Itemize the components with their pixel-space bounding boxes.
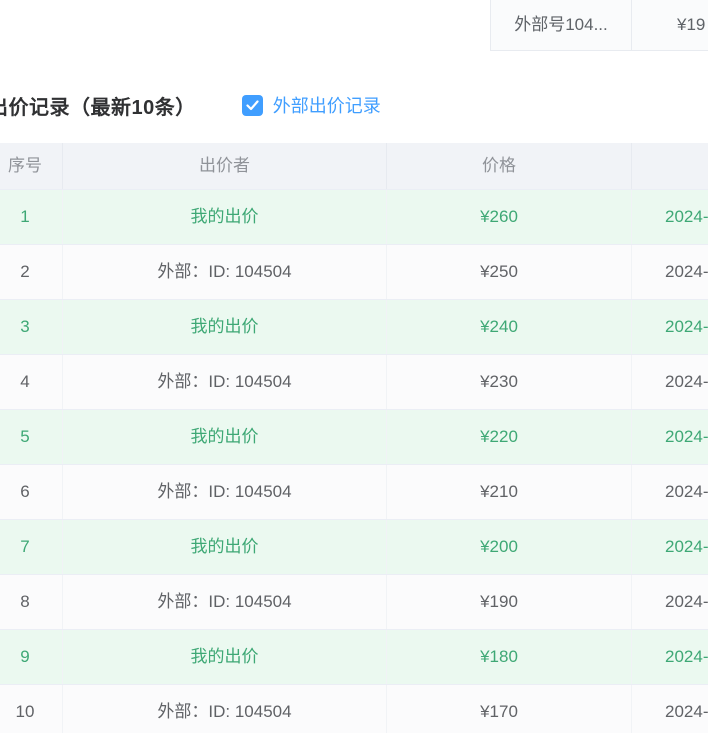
cell-price: ¥180 (387, 630, 632, 684)
current-bid-price-cell: ¥19 (677, 15, 706, 34)
cell-time: 2024- (665, 372, 708, 391)
cell-index: 7 (0, 520, 63, 574)
bid-records-table: 序号 出价者 价格 1 我的出价 ¥260 2024- 2 外部：ID: 104… (0, 143, 708, 733)
cell-price: ¥220 (387, 410, 632, 464)
cell-time: 2024- (665, 647, 708, 666)
cell-index: 2 (0, 245, 63, 299)
table-body: 1 我的出价 ¥260 2024- 2 外部：ID: 104504 ¥250 2… (0, 190, 708, 733)
cell-time: 2024- (665, 427, 708, 446)
cell-price: ¥190 (387, 575, 632, 629)
table-row[interactable]: 6 外部：ID: 104504 ¥210 2024- (0, 465, 708, 520)
cell-index: 8 (0, 575, 63, 629)
cell-time: 2024- (665, 262, 708, 281)
cell-bidder: 我的出价 (63, 190, 387, 244)
cell-price: ¥200 (387, 520, 632, 574)
cell-time: 2024- (665, 317, 708, 336)
cell-index: 1 (0, 190, 63, 244)
cell-index: 6 (0, 465, 63, 519)
cell-index: 10 (0, 685, 63, 733)
cell-index: 3 (0, 300, 63, 354)
table-row[interactable]: 5 我的出价 ¥220 2024- (0, 410, 708, 465)
cell-time: 2024- (665, 592, 708, 611)
cell-time: 2024- (665, 537, 708, 556)
cell-price: ¥250 (387, 245, 632, 299)
checkmark-icon (246, 99, 259, 111)
cell-price: ¥170 (387, 685, 632, 733)
section-title: 出价记录（最新10条） (0, 96, 196, 119)
cell-index: 5 (0, 410, 63, 464)
cell-time: 2024- (665, 482, 708, 501)
cell-index: 9 (0, 630, 63, 684)
current-bid-bidder-cell: 外部号104... (490, 0, 632, 50)
table-row[interactable]: 7 我的出价 ¥200 2024- (0, 520, 708, 575)
table-row[interactable]: 1 我的出价 ¥260 2024- (0, 190, 708, 245)
cell-price: ¥240 (387, 300, 632, 354)
cell-time: 2024- (665, 702, 708, 721)
external-bids-checkbox-label[interactable]: 外部出价记录 (272, 96, 381, 116)
cell-price: ¥260 (387, 190, 632, 244)
cell-index: 4 (0, 355, 63, 409)
cell-bidder: 外部：ID: 104504 (63, 575, 387, 629)
table-row[interactable]: 9 我的出价 ¥180 2024- (0, 630, 708, 685)
column-header-price: 价格 (387, 143, 632, 189)
table-row[interactable]: 8 外部：ID: 104504 ¥190 2024- (0, 575, 708, 630)
cell-price: ¥210 (387, 465, 632, 519)
cell-bidder: 外部：ID: 104504 (63, 465, 387, 519)
table-header-row: 序号 出价者 价格 (0, 143, 708, 190)
cell-bidder: 我的出价 (63, 300, 387, 354)
section-header: 出价记录（最新10条） 外部出价记录 (0, 85, 381, 125)
cell-bidder: 我的出价 (63, 410, 387, 464)
table-row[interactable]: 4 外部：ID: 104504 ¥230 2024- (0, 355, 708, 410)
cell-bidder: 外部：ID: 104504 (63, 685, 387, 733)
column-header-time (632, 143, 708, 189)
cell-bidder: 我的出价 (63, 630, 387, 684)
table-row[interactable]: 2 外部：ID: 104504 ¥250 2024- (0, 245, 708, 300)
external-bids-checkbox[interactable] (241, 94, 263, 116)
cell-bidder: 外部：ID: 104504 (63, 245, 387, 299)
current-bid-row[interactable]: 外部号104... ¥19 (490, 0, 708, 51)
cell-bidder: 我的出价 (63, 520, 387, 574)
column-header-bidder: 出价者 (63, 143, 387, 189)
cell-bidder: 外部：ID: 104504 (63, 355, 387, 409)
column-header-index: 序号 (0, 143, 63, 189)
cell-price: ¥230 (387, 355, 632, 409)
table-row[interactable]: 3 我的出价 ¥240 2024- (0, 300, 708, 355)
cell-time: 2024- (665, 207, 708, 226)
table-row[interactable]: 10 外部：ID: 104504 ¥170 2024- (0, 685, 708, 733)
